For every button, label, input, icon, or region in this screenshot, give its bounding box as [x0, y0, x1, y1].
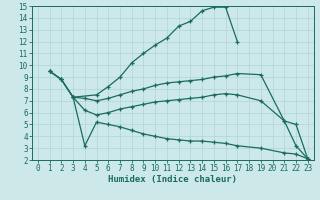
X-axis label: Humidex (Indice chaleur): Humidex (Indice chaleur)	[108, 175, 237, 184]
